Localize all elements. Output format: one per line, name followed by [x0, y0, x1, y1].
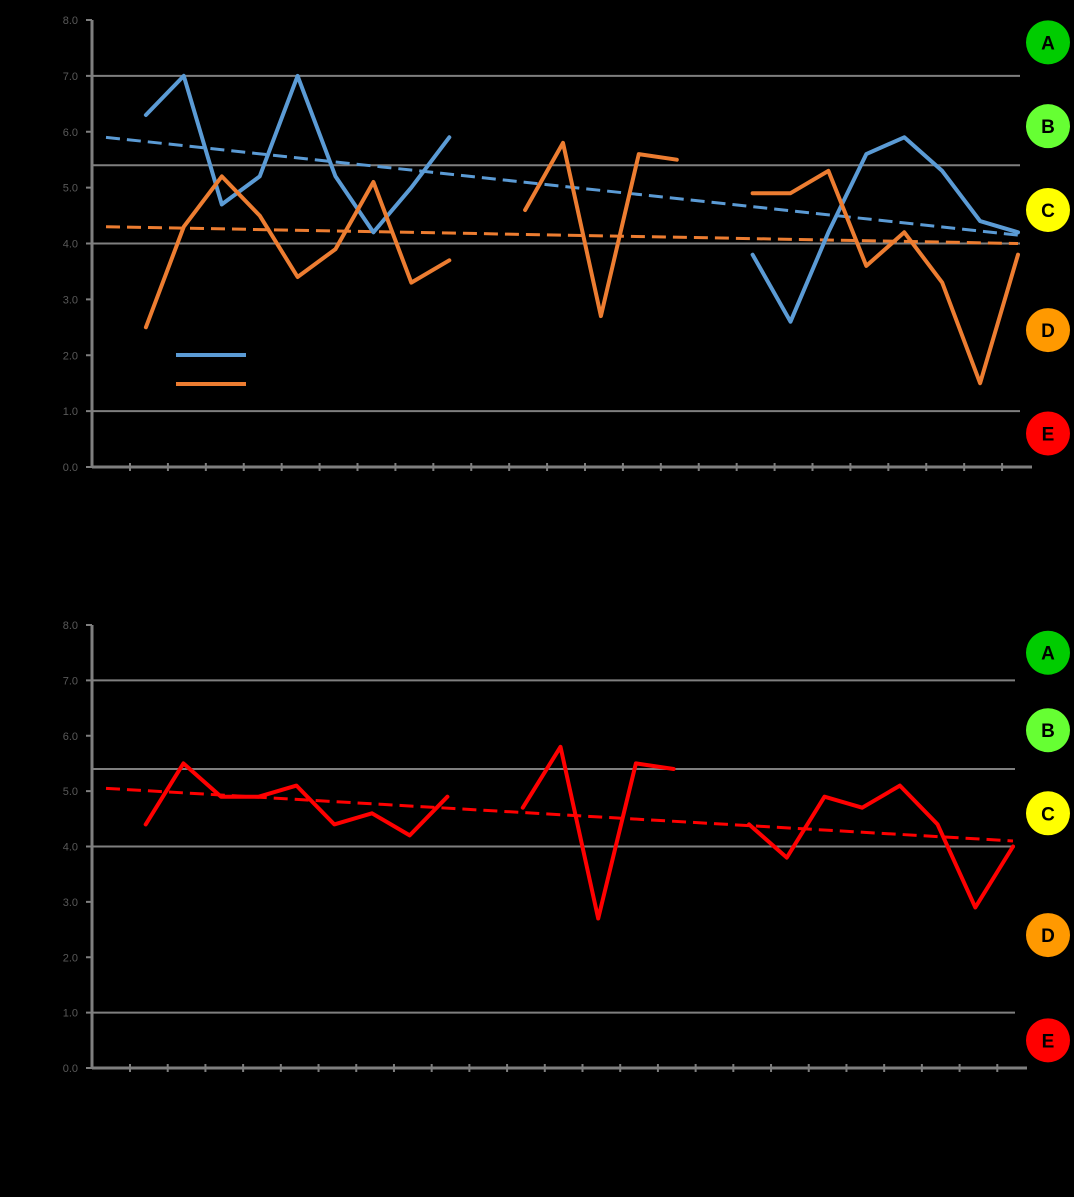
grade-label-b: B [1041, 117, 1055, 138]
y-tick-label: 1.0 [63, 1008, 78, 1020]
grade-label-a: A [1041, 644, 1055, 665]
y-tick-label: 4.0 [63, 239, 78, 251]
y-tick-label: 5.0 [63, 183, 78, 195]
y-tick-label: 3.0 [63, 897, 78, 909]
grade-label-e: E [1042, 1031, 1055, 1052]
y-tick-label: 0.0 [63, 462, 78, 474]
y-tick-label: 3.0 [63, 294, 78, 306]
y-tick-label: 8.0 [63, 620, 78, 632]
chart-panel-1: 0.0 1.0 2.0 3.0 4.0 5.0 6.0 7.0 8.0 A B C D E [63, 15, 1070, 474]
grade-label-e: E [1042, 424, 1055, 445]
trend-line-2 [106, 227, 1018, 244]
chart-panel-2: 0.0 1.0 2.0 3.0 4.0 5.0 6.0 7.0 8.0 A B C D E [63, 620, 1070, 1075]
y-tick-label: 7.0 [63, 675, 78, 687]
y-tick-label: 6.0 [63, 127, 78, 139]
y-tick-label: 7.0 [63, 71, 78, 83]
y-tick-label: 8.0 [63, 15, 78, 27]
y-tick-label: 0.0 [63, 1063, 78, 1075]
y-tick-label: 5.0 [63, 786, 78, 798]
grade-label-d: D [1041, 926, 1055, 947]
series-line-2 [146, 143, 1018, 383]
trend-line-1 [106, 137, 1018, 235]
y-tick-label: 6.0 [63, 731, 78, 743]
y-tick-label: 2.0 [63, 350, 78, 362]
y-tick-label: 1.0 [63, 406, 78, 418]
grade-label-b: B [1041, 721, 1055, 742]
y-tick-label: 2.0 [63, 952, 78, 964]
grade-label-d: D [1041, 321, 1055, 342]
grade-label-c: C [1041, 201, 1055, 222]
grade-label-a: A [1041, 33, 1055, 54]
series-line-1 [146, 76, 1018, 322]
y-tick-label: 4.0 [63, 842, 78, 854]
grade-label-c: C [1041, 804, 1055, 825]
